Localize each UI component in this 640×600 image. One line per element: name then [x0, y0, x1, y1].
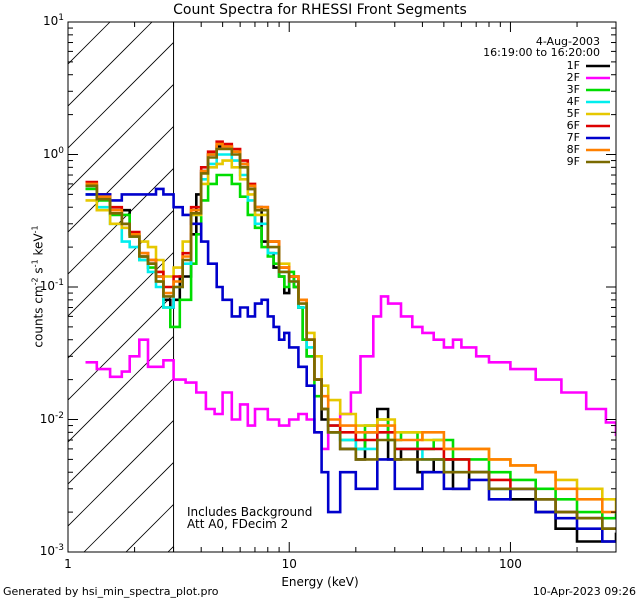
hatch-line — [68, 83, 174, 191]
x-axis-label: Energy (keV) — [281, 575, 359, 589]
x-tick-label: 1 — [64, 557, 72, 571]
legend-label-3F: 3F — [566, 83, 580, 96]
y-tick-label: 100 — [42, 145, 64, 161]
series-line-3F — [85, 173, 616, 520]
timestamp-footer: 10-Apr-2023 09:26 — [532, 585, 636, 598]
x-tick-label: 10 — [281, 557, 297, 571]
background-note: Includes Background — [187, 505, 313, 519]
y-tick-label: 10-3 — [39, 543, 64, 558]
legend-label-7F: 7F — [566, 131, 580, 144]
legend-label-5F: 5F — [566, 107, 580, 120]
hatch-line — [68, 209, 174, 317]
hatch-line — [68, 251, 174, 359]
axes — [67, 22, 617, 553]
time-range-label: 16:19:00 to 16:20:00 — [483, 46, 600, 59]
legend-label-2F: 2F — [566, 71, 580, 84]
series-layer — [85, 140, 616, 543]
series-line-7F — [85, 187, 616, 543]
y-tick-label: 10-1 — [39, 278, 64, 293]
legend-label-1F: 1F — [566, 59, 580, 72]
y-tick-label: 10-2 — [39, 410, 64, 426]
date-label: 4-Aug-2003 — [535, 35, 600, 48]
x-tick-label: 100 — [498, 557, 522, 571]
legend-label-8F: 8F — [566, 143, 580, 156]
hatch-line — [68, 377, 174, 485]
hatched-region — [68, 22, 175, 552]
series-line-9F — [85, 147, 616, 530]
attenuator-note: Att A0, FDecim 2 — [187, 517, 289, 531]
hatch-line — [68, 419, 174, 527]
series-line-8F — [85, 142, 616, 514]
hatch-line — [83, 461, 174, 552]
legend-label-6F: 6F — [566, 119, 580, 132]
legend-label-4F: 4F — [566, 95, 580, 108]
y-tick-label: 101 — [42, 13, 64, 28]
hatch-line — [68, 41, 174, 149]
legend — [586, 64, 610, 164]
legend-label-9F: 9F — [566, 155, 580, 168]
series-line-5F — [85, 159, 616, 513]
generated-by-footer: Generated by hsi_min_spectra_plot.pro — [3, 585, 219, 598]
hatch-lines — [68, 22, 174, 552]
chart-title: Count Spectra for RHESSI Front Segments — [173, 2, 467, 18]
